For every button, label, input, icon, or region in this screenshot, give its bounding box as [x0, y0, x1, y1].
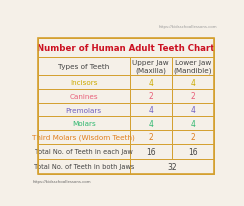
- Bar: [38, 90, 130, 103]
- Bar: [172, 144, 214, 159]
- Bar: [38, 57, 130, 76]
- Bar: [38, 103, 130, 117]
- Bar: [172, 57, 214, 76]
- Text: 4: 4: [190, 105, 195, 115]
- Text: Molars: Molars: [72, 121, 96, 126]
- Bar: [38, 144, 130, 159]
- Bar: [172, 103, 214, 117]
- Text: 2: 2: [191, 92, 195, 101]
- Text: 16: 16: [146, 147, 155, 156]
- Text: Incisors: Incisors: [70, 80, 98, 86]
- Bar: [172, 130, 214, 144]
- Text: https://kidsschoollessons.com: https://kidsschoollessons.com: [159, 25, 218, 29]
- Text: Premolars: Premolars: [66, 107, 102, 113]
- Bar: [38, 117, 130, 130]
- Text: 2: 2: [191, 133, 195, 142]
- Text: Total No. of Teeth in each Jaw: Total No. of Teeth in each Jaw: [35, 148, 133, 154]
- Bar: [130, 144, 172, 159]
- Bar: [38, 130, 130, 144]
- Bar: [130, 90, 172, 103]
- Bar: [130, 76, 172, 90]
- Bar: [172, 117, 214, 130]
- Text: 4: 4: [148, 119, 153, 128]
- Text: 2: 2: [148, 92, 153, 101]
- Text: 32: 32: [167, 162, 176, 171]
- Bar: [38, 39, 214, 57]
- Bar: [172, 90, 214, 103]
- Text: Canines: Canines: [70, 94, 98, 99]
- Text: https://kidsschoollessons.com: https://kidsschoollessons.com: [32, 179, 91, 183]
- Text: Total No. of Teeth in both Jaws: Total No. of Teeth in both Jaws: [34, 163, 134, 169]
- Text: Number of Human Adult Teeth Chart: Number of Human Adult Teeth Chart: [37, 44, 215, 53]
- Bar: [38, 159, 130, 174]
- Bar: [130, 130, 172, 144]
- Text: 4: 4: [190, 119, 195, 128]
- Text: Third Molars (Wisdom Teeth): Third Molars (Wisdom Teeth): [32, 134, 135, 140]
- Bar: [130, 159, 214, 174]
- Bar: [38, 76, 130, 90]
- Text: Lower Jaw
(Mandible): Lower Jaw (Mandible): [173, 60, 212, 74]
- Bar: [130, 117, 172, 130]
- Bar: [38, 39, 214, 174]
- Text: Types of Teeth: Types of Teeth: [58, 64, 109, 70]
- Text: 4: 4: [148, 78, 153, 87]
- Bar: [130, 103, 172, 117]
- Text: 2: 2: [148, 133, 153, 142]
- Bar: [172, 76, 214, 90]
- Bar: [130, 57, 172, 76]
- Text: 16: 16: [188, 147, 198, 156]
- Text: 4: 4: [148, 105, 153, 115]
- Text: 4: 4: [190, 78, 195, 87]
- Text: Upper Jaw
(Maxilla): Upper Jaw (Maxilla): [132, 60, 169, 74]
